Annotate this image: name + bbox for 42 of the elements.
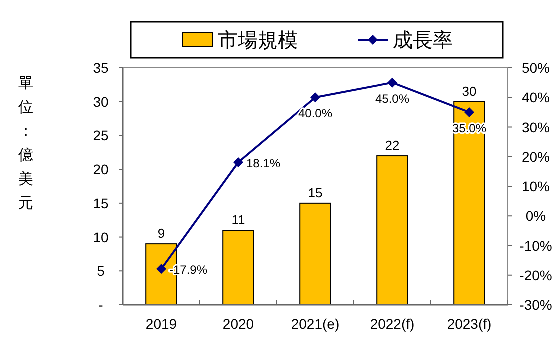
x-tick-label: 2022(f) [370,316,415,332]
y2-tick-label: 50% [522,60,550,76]
data-label: 11 [232,212,246,228]
data-label: 40.0% [298,106,333,121]
y2-tick-label: -30% [520,297,552,313]
y-tick-label: 5 [97,263,106,280]
point [156,264,166,274]
y-tick-label: 20 [93,162,109,178]
y2-tick-label: 30% [522,119,550,136]
bar [376,156,408,306]
point [464,107,474,118]
y-tick-label: 35 [93,60,109,76]
y-tick-label: 10 [93,229,109,246]
x-tick-label: 2021(e) [291,316,340,332]
x-tick-label: 2023(f) [447,316,492,332]
x-tick-label: 2020 [222,316,254,332]
y2-tick-label: -20% [520,267,552,284]
data-label: 22 [385,138,400,154]
bar [454,101,486,306]
y-tick-label: 30 [93,94,109,110]
y2-tick-label: 10% [522,178,550,194]
bar [300,202,332,306]
data-label: 45.0% [375,92,410,106]
legend-label: 成長率 [393,30,453,52]
data-label: 30 [462,84,477,99]
point [234,158,244,168]
data-label: 18.1% [246,156,281,171]
y2-tick-label: 40% [522,90,550,106]
legend-label: 市場規模 [218,30,298,52]
y2-tick-label: -10% [520,238,552,254]
y-tick-label: 15 [93,195,109,212]
point [388,78,398,88]
point [310,92,320,103]
x-tick-label: 2019 [146,316,178,332]
bar [222,230,254,306]
data-label: 15 [308,185,323,200]
y2-tick-label: 0% [526,208,546,224]
y-tick-label: 25 [93,128,109,144]
y2-tick-label: 20% [522,148,550,165]
data-label: 9 [158,226,166,242]
y-axis-title: 單位：億美元 [18,75,34,212]
y-tick-label: - [98,297,104,313]
